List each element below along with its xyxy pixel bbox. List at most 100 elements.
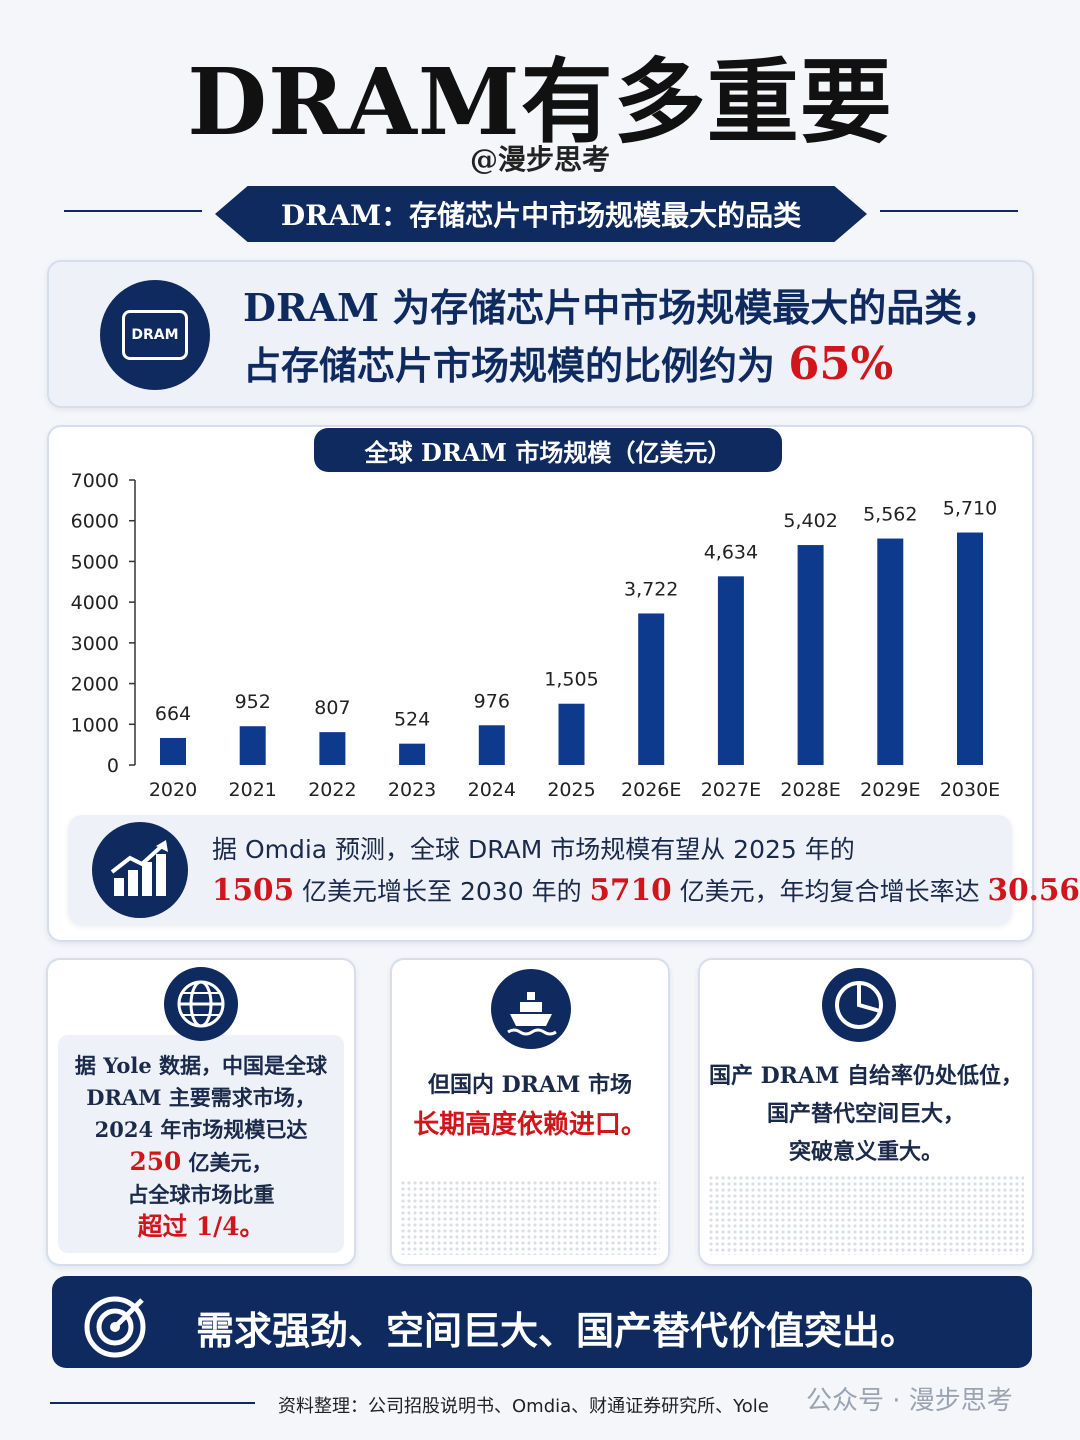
y-tick-label: 0 <box>107 755 119 777</box>
bar <box>319 732 346 765</box>
y-tick-label: 2000 <box>71 674 119 696</box>
y-tick-label: 6000 <box>71 511 119 533</box>
text-line: 2024 年市场规模已达 <box>58 1114 344 1146</box>
value-label: 976 <box>474 690 510 712</box>
pie-icon <box>822 968 896 1042</box>
text: DRAM 为存储芯片中市场规模最大的品类， <box>243 285 1001 330</box>
x-tick-label: 2023 <box>388 779 436 801</box>
card-text: 但国内 DRAM 市场长期高度依赖进口。 <box>392 1065 668 1146</box>
text: 国产替代空间巨大， <box>766 1101 965 1127</box>
highlight: 65% <box>788 337 894 390</box>
forecast-card <box>68 815 1012 925</box>
bar <box>717 576 744 765</box>
text-line: 1505 亿美元增长至 2030 年的 5710 亿美元，年均复合增长率达 30… <box>212 870 1080 912</box>
forecast-text: 据 Omdia 预测，全球 DRAM 市场规模有望从 2025 年的 1505 亿… <box>212 830 1080 912</box>
text: 但国内 DRAM 市场 <box>427 1072 633 1098</box>
highlight: 1505 <box>212 872 295 907</box>
text-line: 占全球市场比重 <box>58 1179 344 1211</box>
summary-card <box>47 260 1034 408</box>
rule <box>64 210 202 212</box>
highlight: 超过 1/4。 <box>137 1212 265 1241</box>
bar <box>160 737 186 765</box>
bar <box>558 703 585 765</box>
target-icon <box>84 1296 146 1358</box>
highlight: 30.56% <box>987 872 1080 907</box>
value-label: 664 <box>155 703 191 725</box>
summary-text: DRAM 为存储芯片中市场规模最大的品类， 占存储芯片市场规模的比例约为 65% <box>243 280 1000 394</box>
text-line: DRAM 为存储芯片中市场规模最大的品类， <box>243 280 1000 336</box>
bar <box>797 545 824 765</box>
text: 亿美元，年均复合增长率达 <box>671 877 988 906</box>
y-tick-label: 5000 <box>71 551 119 573</box>
y-tick-label: 1000 <box>71 714 119 736</box>
ship-icon <box>491 969 571 1049</box>
x-tick-label: 2024 <box>468 779 516 801</box>
value-label: 5,710 <box>943 498 997 520</box>
banner: DRAM：存储芯片中市场规模最大的品类 <box>215 186 867 242</box>
text: 亿美元， <box>181 1150 273 1175</box>
x-tick-label: 2028E <box>780 779 840 801</box>
card-panel <box>58 1035 344 1253</box>
value-label: 5,402 <box>783 510 837 532</box>
text: 突破意义重大。 <box>788 1139 943 1165</box>
y-tick-label: 7000 <box>71 470 119 492</box>
growth-icon <box>92 822 188 918</box>
x-tick-label: 2029E <box>860 779 920 801</box>
value-label: 4,634 <box>704 541 758 563</box>
x-tick-label: 2026E <box>621 779 681 801</box>
conclusion-bar <box>52 1276 1032 1368</box>
x-tick-label: 2025 <box>547 779 595 801</box>
value-label: 524 <box>394 709 430 731</box>
chip-label: DRAM <box>122 310 188 360</box>
x-tick-label: 2021 <box>229 779 277 801</box>
text: 占存储芯片市场规模的比例约为 <box>243 343 789 388</box>
growth-glyph <box>110 840 168 896</box>
value-label: 3,722 <box>624 578 678 600</box>
text-line: 长期高度依赖进口。 <box>392 1105 668 1146</box>
highlight: 长期高度依赖进口。 <box>413 1110 647 1140</box>
bar <box>957 532 983 765</box>
author: @漫步思考 <box>469 143 610 176</box>
chart-title: 全球 DRAM 市场规模（亿美元） <box>314 428 782 472</box>
source: 资料整理：公司招股说明书、Omdia、财通证券研究所、Yole <box>278 1396 769 1417</box>
text: 国产 DRAM 自给率仍处低位， <box>708 1063 1024 1089</box>
x-tick-label: 2030E <box>940 779 1000 801</box>
text-line: 国产替代空间巨大， <box>700 1095 1032 1133</box>
chip-icon: DRAM <box>100 280 210 390</box>
conclusion: 需求强劲、空间巨大、国产替代价值突出。 <box>196 1308 919 1353</box>
bar <box>877 538 904 765</box>
rule <box>880 210 1018 212</box>
y-tick-label: 4000 <box>71 592 119 614</box>
text-line: 据 Yole 数据，中国是全球 <box>58 1050 344 1082</box>
text: 据 Omdia 预测，全球 DRAM 市场规模有望从 2025 年的 <box>212 835 855 864</box>
highlight: 5710 <box>589 872 672 907</box>
world-map <box>400 1180 660 1255</box>
globe-icon <box>164 967 238 1041</box>
x-tick-label: 2022 <box>308 779 356 801</box>
y-tick-label: 3000 <box>71 633 119 655</box>
value-label: 5,562 <box>863 504 917 526</box>
text-line: 超过 1/4。 <box>58 1211 344 1244</box>
watermark: 公众号 · 漫步思考 <box>806 1386 1013 1416</box>
text-line: DRAM 主要需求市场， <box>58 1082 344 1114</box>
text: 亿美元增长至 2030 年的 <box>294 877 590 906</box>
bar <box>239 726 266 765</box>
rule <box>50 1402 255 1404</box>
x-tick-label: 2020 <box>149 779 197 801</box>
title: DRAM有多重要 <box>187 48 893 156</box>
bar <box>638 613 665 765</box>
text: 2024 年市场规模已达 <box>94 1117 308 1142</box>
value-label: 1,505 <box>544 669 598 691</box>
card-text: 据 Yole 数据，中国是全球 DRAM 主要需求市场， 2024 年市场规模已达 2… <box>58 1050 344 1244</box>
text-line: 据 Omdia 预测，全球 DRAM 市场规模有望从 2025 年的 <box>212 830 1080 870</box>
x-tick-label: 2027E <box>701 779 761 801</box>
value-label: 807 <box>314 697 350 719</box>
highlight: 250 <box>129 1147 182 1176</box>
value-label: 952 <box>235 691 271 713</box>
text-line: 国产 DRAM 自给率仍处低位， <box>700 1057 1032 1095</box>
bar <box>478 725 505 765</box>
text-line: 占存储芯片市场规模的比例约为 65% <box>243 336 1000 394</box>
text-line: 250 亿美元， <box>58 1146 344 1179</box>
